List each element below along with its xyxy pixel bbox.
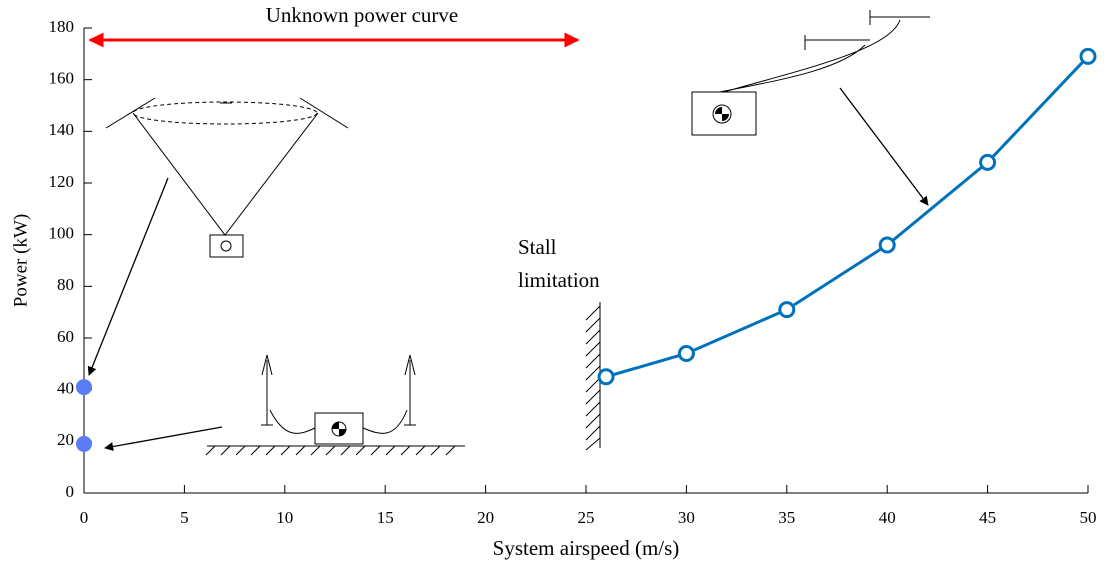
x-tick-label: 25 — [578, 508, 595, 527]
x-tick-label: 20 — [477, 508, 494, 527]
data-point — [981, 155, 995, 169]
y-tick-label: 40 — [57, 379, 74, 398]
y-tick-label: 160 — [49, 69, 75, 88]
x-axis-label: System airspeed (m/s) — [493, 536, 680, 560]
y-tick-label: 180 — [49, 17, 75, 36]
x-tick-label: 50 — [1080, 508, 1097, 527]
y-tick-label: 100 — [49, 224, 75, 243]
data-point — [880, 238, 894, 252]
x-tick-label: 35 — [778, 508, 795, 527]
x-tick-label: 5 — [180, 508, 189, 527]
data-point — [1081, 49, 1095, 63]
y-tick-label: 120 — [49, 172, 75, 191]
x-tick-label: 40 — [879, 508, 896, 527]
data-point — [76, 436, 92, 452]
data-point — [780, 303, 794, 317]
y-tick-label: 20 — [57, 430, 74, 449]
data-point — [679, 347, 693, 361]
y-tick-label: 0 — [66, 482, 75, 501]
y-tick-label: 60 — [57, 327, 74, 346]
data-point — [76, 379, 92, 395]
x-tick-label: 0 — [80, 508, 89, 527]
x-tick-label: 45 — [979, 508, 996, 527]
y-axis-label: Power (kW) — [10, 214, 31, 307]
annotation: Unknown power curve — [266, 3, 458, 27]
annotation: limitation — [518, 268, 600, 292]
data-point — [599, 370, 613, 384]
x-tick-label: 15 — [377, 508, 394, 527]
y-tick-label: 80 — [57, 275, 74, 294]
y-tick-label: 140 — [49, 120, 75, 139]
data-line — [606, 56, 1088, 376]
x-tick-label: 30 — [678, 508, 695, 527]
annotation: Stall — [518, 235, 557, 259]
illustrations — [89, 10, 930, 455]
chart: 0 20 40 60 80 100 120 140 160 180 0 5 10 15 20 25 30 35 40… — [0, 0, 1106, 563]
x-tick-label: 10 — [276, 508, 293, 527]
